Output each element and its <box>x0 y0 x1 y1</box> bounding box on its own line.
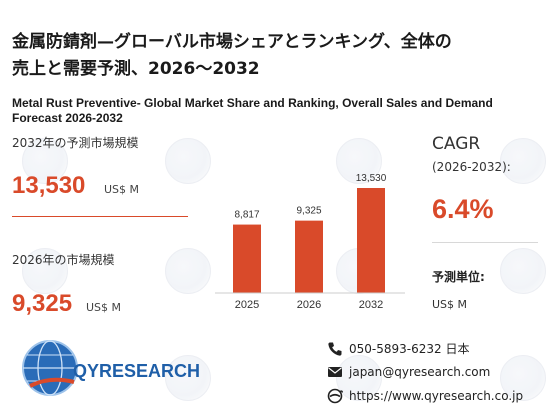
web-link[interactable]: https://www.qyresearch.co.jp <box>349 389 524 403</box>
title-en-line2: Forecast 2026-2032 <box>12 111 123 125</box>
bar-value-label: 9,325 <box>296 206 321 217</box>
cagr-period: (2026-2032): <box>432 160 511 174</box>
phone-text: 050-5893-6232 日本 <box>349 342 470 356</box>
right-divider <box>432 242 538 243</box>
market-2026-unit: US$ M <box>86 301 122 314</box>
watermark-logo <box>165 248 211 294</box>
bar-chart: 8,817 2025 9,325 2026 13,530 2032 <box>215 173 405 311</box>
contact-email[interactable]: japan@qyresearch.com <box>327 364 490 380</box>
unit-label: 予測単位: <box>432 270 485 284</box>
watermark-logo <box>165 355 211 401</box>
title-en-line1: Metal Rust Preventive- Global Market Sha… <box>12 96 493 110</box>
title-ja-line1: 金属防錆剤—グローバル市場シェアとランキング、全体の <box>12 32 452 52</box>
forecast-2032-value: 13,530 <box>12 172 86 199</box>
watermark-logo <box>500 355 546 401</box>
email-link[interactable]: japan@qyresearch.com <box>349 365 491 379</box>
contact-phone: 050-5893-6232 日本 <box>327 340 469 357</box>
watermark-logo <box>22 248 68 294</box>
title-ja-line2: 売上と需要予測、2026～2032 <box>12 59 260 79</box>
cagr-value: 6.4% <box>432 194 494 224</box>
browser-icon <box>327 388 343 404</box>
bar-2032 <box>357 188 385 293</box>
watermark-logo <box>336 355 382 401</box>
market-2026-value: 9,325 <box>12 290 73 317</box>
x-tick-label: 2032 <box>359 299 383 311</box>
bar-value-label: 13,530 <box>356 173 387 184</box>
logo-part2: RESEARCH <box>99 361 201 381</box>
globe-icon <box>22 340 78 396</box>
watermark-logo <box>500 138 546 184</box>
bar-2025 <box>233 224 261 293</box>
watermark-logo <box>336 138 382 184</box>
market-2026-label: 2026年の市場規模 <box>12 253 115 267</box>
logo-part1: QY <box>73 361 100 381</box>
page-title-english: Metal Rust Preventive- Global Market Sha… <box>12 96 552 126</box>
watermark-logo <box>500 248 546 294</box>
bar-2026 <box>295 220 323 293</box>
cagr-label: CAGR <box>432 134 481 154</box>
watermark-logo <box>22 138 68 184</box>
mail-icon <box>328 367 342 377</box>
left-divider <box>12 216 188 217</box>
unit-value: US$ M <box>432 298 468 311</box>
contact-web[interactable]: https://www.qyresearch.co.jp <box>327 388 523 404</box>
forecast-2032-label: 2032年の予測市場規模 <box>12 136 139 150</box>
x-tick-label: 2025 <box>235 299 259 311</box>
watermark-logo <box>165 138 211 184</box>
logo-wordmark: QYRESEARCH <box>73 361 200 382</box>
bar-value-label: 8,817 <box>234 210 259 221</box>
page-title-japanese: 金属防錆剤—グローバル市場シェアとランキング、全体の 売上と需要予測、2026～… <box>12 29 552 83</box>
forecast-2032-unit: US$ M <box>104 183 140 196</box>
phone-icon <box>328 342 342 356</box>
x-tick-label: 2026 <box>297 299 321 311</box>
